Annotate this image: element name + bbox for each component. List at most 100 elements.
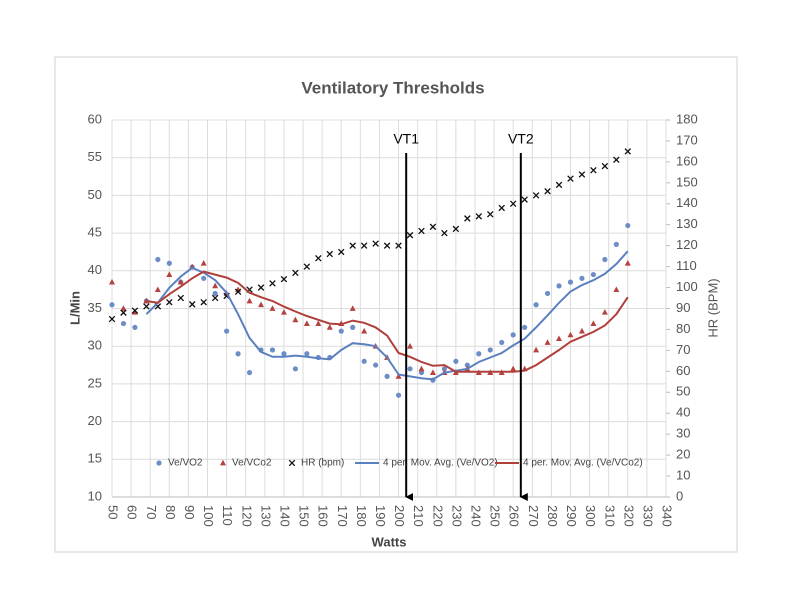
y2-tick-label: 100 xyxy=(676,279,698,294)
point xyxy=(120,320,127,327)
y2-tick-label: 130 xyxy=(676,216,698,231)
point xyxy=(544,339,551,345)
point xyxy=(337,248,345,256)
point xyxy=(464,362,470,368)
x-tick-label: 100 xyxy=(201,505,216,527)
point xyxy=(407,343,414,349)
point xyxy=(280,275,288,283)
x-axis-label: Watts xyxy=(372,534,407,549)
point xyxy=(383,242,391,249)
point xyxy=(156,460,162,466)
point xyxy=(464,215,471,222)
x-tick-label: 50 xyxy=(106,505,121,519)
y-tick-label: 55 xyxy=(88,149,102,164)
point xyxy=(486,210,494,218)
legend-label: Ve/VO2 xyxy=(168,458,203,469)
x-tick-label: 240 xyxy=(469,505,484,527)
point xyxy=(246,297,253,304)
point xyxy=(556,335,563,342)
point xyxy=(131,307,139,314)
x-tick-label: 200 xyxy=(392,505,407,527)
x-tick-label: 80 xyxy=(163,505,178,519)
point xyxy=(109,278,115,285)
point xyxy=(407,366,413,372)
point xyxy=(521,196,528,203)
point xyxy=(373,362,379,368)
x-tick-label: 110 xyxy=(220,505,235,526)
x-tick-label: 180 xyxy=(354,505,369,527)
point xyxy=(475,213,483,220)
point xyxy=(303,320,310,326)
point xyxy=(613,241,619,248)
point xyxy=(235,351,241,357)
y2-tick-label: 0 xyxy=(676,488,683,503)
point xyxy=(120,309,127,316)
point xyxy=(613,286,620,293)
legend-item: 4 per. Mov. Avg. (Ve/VO2) xyxy=(355,458,498,469)
point xyxy=(624,148,632,155)
legend-item: Ve/VCo2 xyxy=(220,458,272,469)
point xyxy=(429,223,437,231)
point xyxy=(509,200,517,208)
x-tick-label: 300 xyxy=(583,505,598,527)
point xyxy=(395,242,402,249)
x-tick-label: 320 xyxy=(621,505,636,527)
point xyxy=(246,369,253,376)
point xyxy=(166,298,173,306)
point xyxy=(624,260,631,266)
y2-tick-label: 20 xyxy=(676,447,690,462)
x-tick-label: 330 xyxy=(640,505,655,527)
point xyxy=(532,192,540,199)
y-axis-label: L/Min xyxy=(67,291,82,325)
point xyxy=(556,283,562,289)
x-tick-label: 260 xyxy=(507,505,522,527)
point xyxy=(269,347,276,353)
point xyxy=(143,303,150,310)
point xyxy=(120,305,127,311)
y-tick-label: 50 xyxy=(88,187,102,202)
y2-tick-label: 170 xyxy=(676,132,698,147)
point xyxy=(533,346,540,353)
point xyxy=(188,301,196,308)
point xyxy=(601,162,609,170)
point xyxy=(326,250,334,258)
point xyxy=(200,298,207,306)
legend-label: 4 per. Mov. Avg. (Ve/VO2) xyxy=(383,458,498,469)
point xyxy=(578,171,586,178)
point xyxy=(154,286,161,293)
moving-average-line xyxy=(146,270,629,373)
x-tick-label: 60 xyxy=(125,505,140,519)
point xyxy=(258,301,265,308)
legend-item: HR (bpm) xyxy=(288,458,344,469)
y-tick-label: 40 xyxy=(88,262,102,277)
point xyxy=(280,309,287,315)
x-tick-label: 190 xyxy=(373,505,388,527)
y2-tick-label: 80 xyxy=(676,321,690,336)
y-tick-label: 30 xyxy=(88,338,102,353)
point xyxy=(315,254,322,262)
point xyxy=(350,324,356,330)
x-tick-label: 120 xyxy=(239,505,254,527)
y2-tick-label: 110 xyxy=(676,258,697,273)
point xyxy=(166,260,172,266)
x-tick-label: 340 xyxy=(660,505,675,527)
point xyxy=(567,279,574,285)
point xyxy=(406,231,414,239)
point xyxy=(349,242,356,249)
x-tick-label: 170 xyxy=(335,505,350,527)
point xyxy=(361,327,368,334)
point xyxy=(315,320,322,326)
point xyxy=(418,227,425,235)
point xyxy=(292,366,298,372)
point xyxy=(555,181,563,189)
point xyxy=(212,282,219,289)
point xyxy=(338,328,344,334)
y-tick-label: 10 xyxy=(88,488,102,503)
point xyxy=(590,320,597,326)
x-tick-label: 270 xyxy=(526,505,541,527)
point xyxy=(441,229,448,237)
y2-tick-label: 30 xyxy=(676,426,690,441)
point xyxy=(177,278,184,285)
